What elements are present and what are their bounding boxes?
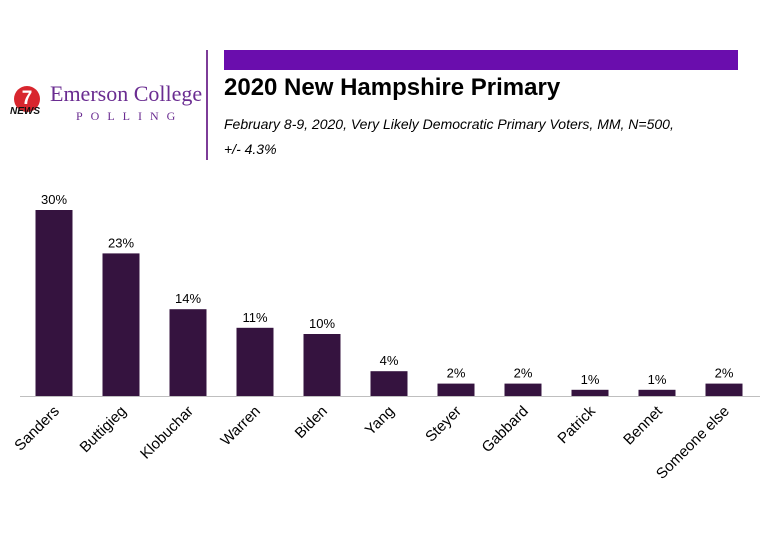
news-wordmark: NEWS [10,106,40,117]
bar-yang [370,371,408,396]
x-tick-label: Warren [217,403,263,449]
data-label: 11% [242,310,267,325]
x-tick-label: Klobuchar [137,403,197,463]
seven-news-icon: 7 [14,86,40,112]
data-label: 4% [380,353,399,368]
x-tick-label: Sanders [11,403,63,455]
polling-wordmark: POLLING [76,109,184,123]
emerson-college-wordmark: Emerson College [50,81,203,106]
emerson-logo: 7 NEWS Emerson College POLLING [10,78,205,128]
chart-title: 2020 New Hampshire Primary [224,74,561,101]
data-label: 23% [108,235,134,250]
x-tick-label: Bennet [620,402,666,448]
bar-patrick [571,389,609,396]
x-tick-label: Buttigieg [77,403,130,456]
x-tick-label: Gabbard [479,403,532,456]
chart-subtitle: February 8-9, 2020, Very Likely Democrat… [224,112,724,162]
data-label: 14% [175,291,201,306]
subtitle-line-1: February 8-9, 2020, Very Likely Democrat… [224,116,674,132]
data-label: 2% [514,366,533,381]
bar-warren [236,327,274,396]
bar-biden [303,334,341,396]
data-label: 1% [581,372,600,387]
x-tick-label: Steyer [422,403,465,446]
subtitle-line-2: +/- 4.3% [224,141,277,157]
x-tick-label: Patrick [554,402,599,447]
data-label: 10% [309,316,335,331]
bar-sanders [35,210,73,396]
header-divider [206,50,208,160]
header-accent-bar [224,50,738,70]
bar-someone-else [705,383,743,396]
x-tick-label: Biden [292,403,331,442]
bar-gabbard [504,383,542,396]
x-tick-label: Yang [362,403,398,439]
data-label: 1% [648,372,667,387]
bar-steyer [437,383,475,396]
data-label: 2% [715,366,734,381]
bar-klobuchar [169,309,207,396]
data-label: 2% [447,366,466,381]
bar-chart: 30% Sanders 23% Buttigieg 14% Klobuchar 11% War… [11,192,760,483]
data-label: 30% [41,192,67,207]
bar-bennet [638,389,676,396]
bar-buttigieg [102,253,140,396]
